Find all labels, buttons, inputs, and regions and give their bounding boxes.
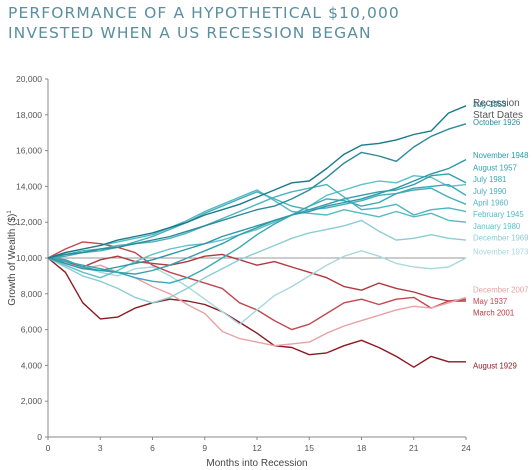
series-label-october-1926: October 1926 [473, 118, 520, 127]
series-label-november-1973: November 1973 [473, 248, 528, 257]
series-line-august-1957 [47, 173, 467, 275]
series-label-july-1981: July 1981 [473, 175, 506, 184]
x-tick-label: 12 [252, 443, 262, 453]
y-tick-label: 6,000 [21, 325, 43, 335]
series-label-january-1980: January 1980 [473, 222, 521, 231]
y-tick-label: 2,000 [21, 396, 43, 406]
series-line-july-1953 [47, 105, 467, 259]
x-tick-label: 3 [98, 443, 103, 453]
series-label-march-2001: March 2001 [473, 309, 514, 318]
series-label-july-1990: July 1990 [473, 187, 507, 196]
y-tick-label: 4,000 [21, 360, 43, 370]
x-tick-label: 0 [46, 443, 51, 453]
series-line-january-1980 [47, 174, 467, 279]
x-tick-label: 18 [357, 443, 367, 453]
series-label-april-1960: April 1960 [473, 199, 509, 208]
y-tick-label: 14,000 [16, 181, 42, 191]
y-tick-label: 8,000 [21, 289, 43, 299]
series-line-december-1969 [47, 219, 467, 304]
series-label-august-1957: August 1957 [473, 164, 517, 173]
y-tick-label: 18,000 [16, 110, 42, 120]
y-tick-label: 0 [37, 432, 42, 442]
legend-title-line-2: Start Dates [473, 110, 523, 121]
series-label-july-1953: July 1953 [473, 100, 506, 109]
chart-title-line-2: INVESTED WHEN A US RECESSION BEGAN [8, 24, 372, 42]
series-label-august-1929: August 1929 [473, 361, 517, 370]
chart-title-line-1: PERFORMANCE OF A HYPOTHETICAL $10,000 [8, 4, 400, 22]
y-tick-label: 10,000 [16, 253, 42, 263]
y-tick-label: 20,000 [16, 74, 42, 84]
series-label-december-2007: December 2007 [473, 285, 528, 294]
series-label-may-1937: May 1937 [473, 297, 507, 306]
series-line-april-1960 [47, 183, 467, 259]
x-tick-label: 6 [150, 443, 155, 453]
series-line-october-1926 [47, 123, 467, 259]
series-line-august-1929 [47, 257, 466, 368]
series-line-november-1948 [47, 158, 467, 272]
legend-title-line-1: Recession [473, 98, 520, 109]
x-tick-label: 24 [461, 443, 471, 453]
series-label-december-1969: December 1969 [473, 233, 528, 242]
y-tick-label: 16,000 [16, 146, 42, 156]
series-label-february-1945: February 1945 [473, 210, 524, 219]
x-axis-label: Months into Recession [206, 458, 307, 469]
series-line-november-1973 [47, 250, 467, 325]
x-tick-label: 9 [202, 443, 207, 453]
x-tick-label: 15 [305, 443, 315, 453]
series-label-november-1948: November 1948 [473, 151, 528, 160]
x-tick-label: 21 [409, 443, 419, 453]
y-tick-label: 12,000 [16, 217, 42, 227]
series-line-march-2001 [47, 253, 466, 302]
series-line-february-1945 [47, 189, 467, 259]
y-axis-label: Growth of Wealth ($)1 [7, 210, 18, 306]
